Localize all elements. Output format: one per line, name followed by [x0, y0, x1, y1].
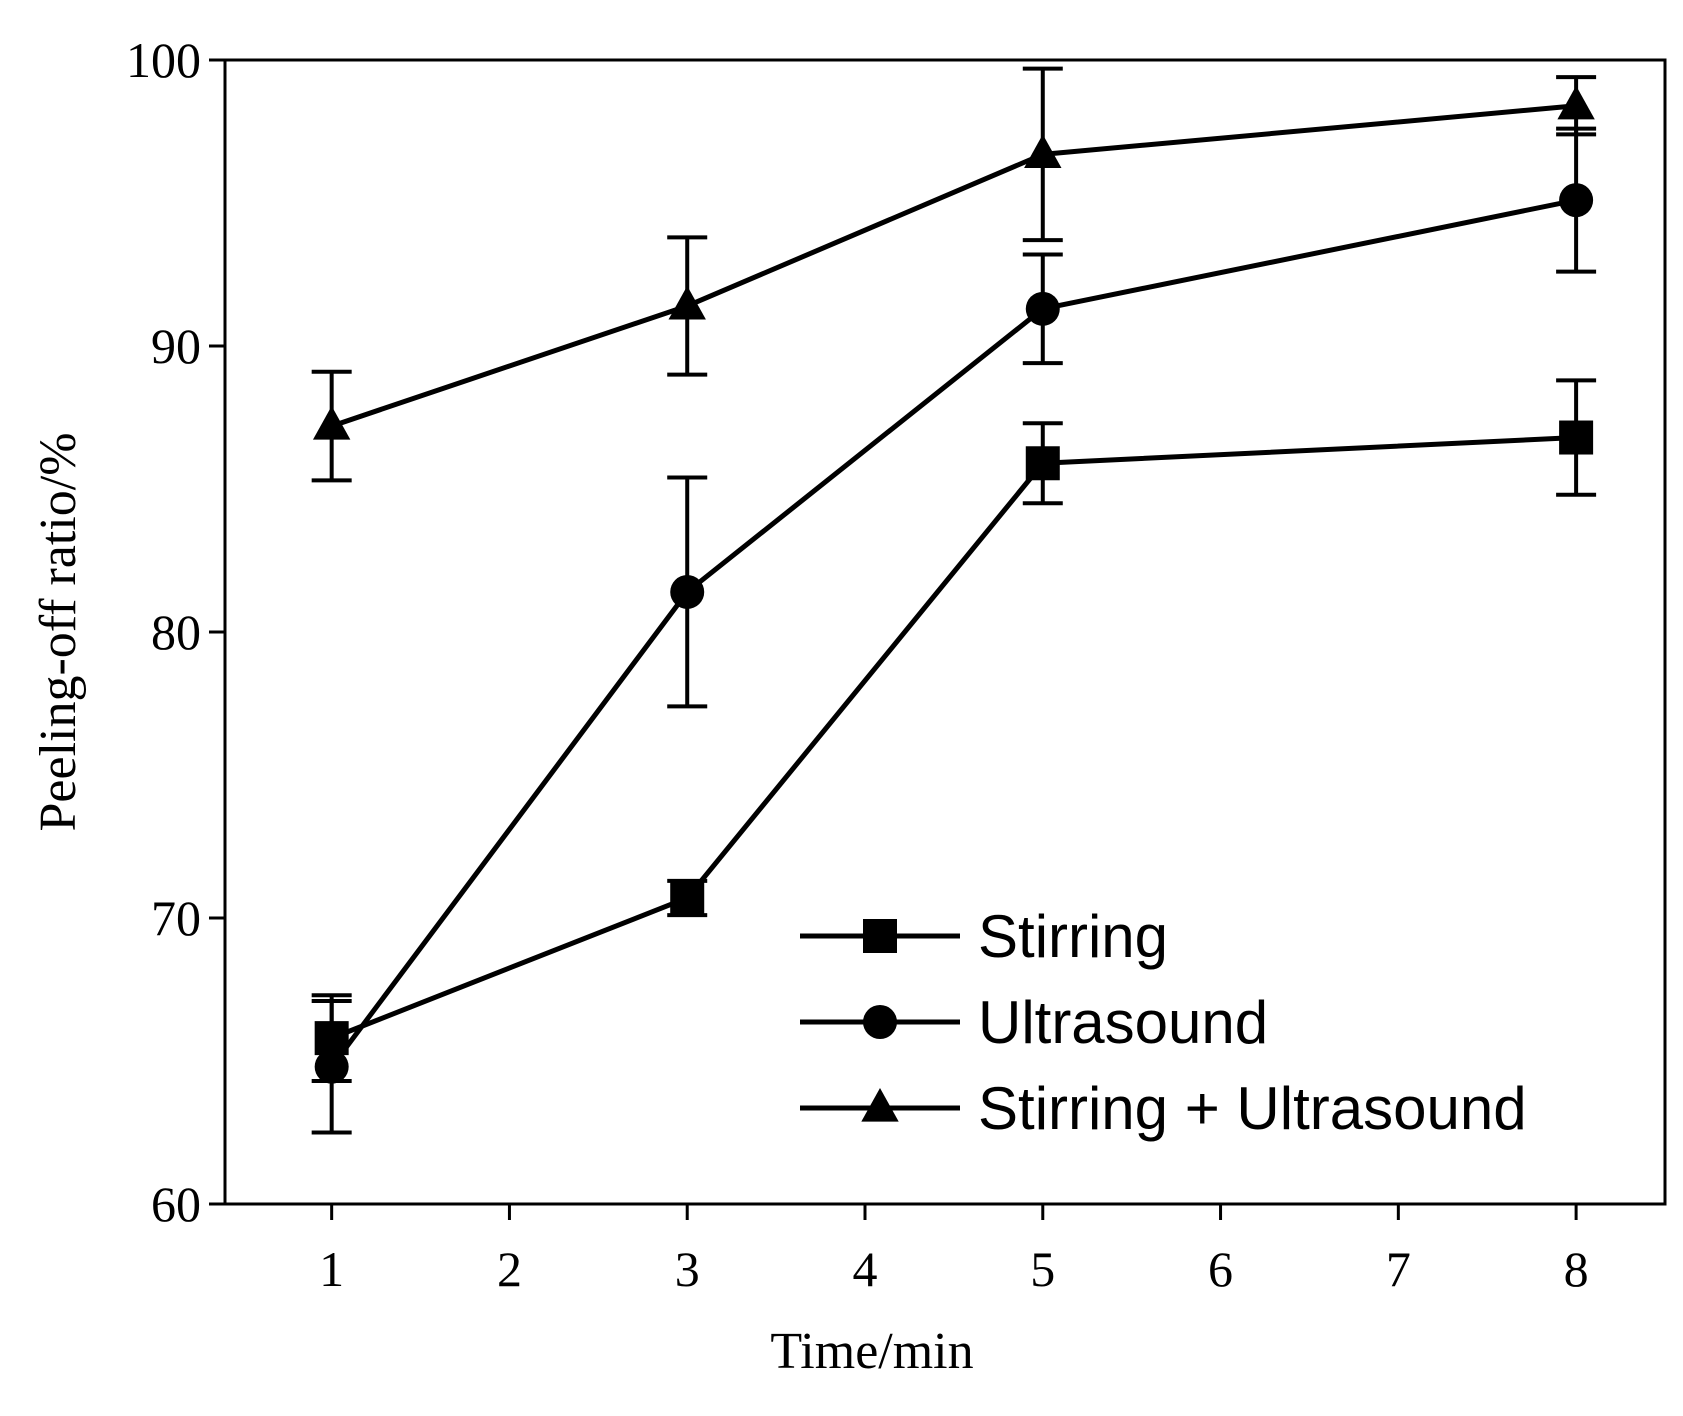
data-point [1559, 183, 1594, 218]
data-point [314, 1049, 349, 1084]
data-point [1025, 446, 1060, 481]
data-point [670, 880, 705, 915]
data-point [1024, 134, 1062, 168]
legend-label: Stirring + Ultrasound [978, 1075, 1527, 1142]
legend-marker [863, 1005, 897, 1039]
series-stirring-ultrasound [311, 66, 1597, 483]
x-tick-label: 6 [1208, 1241, 1233, 1297]
data-point [312, 406, 351, 440]
data-point [668, 285, 706, 320]
x-tick-label: 4 [853, 1241, 878, 1297]
y-axis-title: Peeling-off ratio/% [30, 432, 87, 831]
legend-marker [861, 1087, 899, 1122]
y-tick-label: 60 [151, 1176, 201, 1232]
ticks-layer: 1 2 3 4 5 6 7 8 60 70 80 90 100 [126, 32, 1589, 1297]
legend-item: Ultrasound [800, 989, 1268, 1056]
series-line [330, 103, 1577, 429]
series-stirring [311, 378, 1597, 1084]
data-point [1025, 291, 1060, 326]
y-tick-label: 70 [151, 890, 201, 946]
series-line [329, 197, 1577, 1069]
legend-item: Stirring [800, 903, 1168, 970]
x-tick-label: 5 [1030, 1241, 1055, 1297]
legend-item: Stirring + Ultrasound [800, 1075, 1527, 1142]
data-point [670, 574, 705, 609]
legend-marker [863, 919, 897, 953]
x-tick-label: 8 [1564, 1241, 1589, 1297]
plot-frame [223, 58, 1667, 1206]
series-ultrasound [311, 126, 1597, 1135]
series-layer [311, 66, 1597, 1135]
series-line [330, 435, 1577, 1041]
legend-label: Stirring [978, 903, 1168, 970]
x-tick-label: 7 [1386, 1241, 1411, 1297]
y-tick-label: 90 [151, 318, 201, 374]
x-axis-title: Time/min [770, 1323, 973, 1380]
data-point [1559, 420, 1594, 455]
legend: Stirring Ultrasound Stirring + Ultrasound [800, 903, 1527, 1142]
x-tick-label: 1 [319, 1241, 344, 1297]
x-tick-label: 3 [675, 1241, 700, 1297]
data-point [1557, 85, 1595, 120]
y-tick-label: 100 [126, 32, 201, 88]
legend-label: Ultrasound [978, 989, 1268, 1056]
y-tick-label: 80 [151, 604, 201, 660]
x-tick-label: 2 [497, 1241, 522, 1297]
